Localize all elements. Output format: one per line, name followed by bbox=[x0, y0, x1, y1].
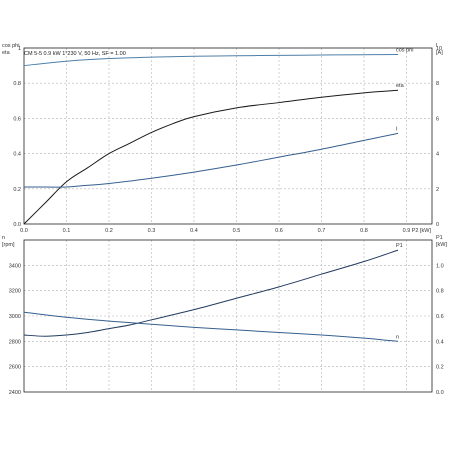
bottom-right-tick-label: 0.2 bbox=[436, 365, 444, 371]
top-x-tick-label: 0.5 bbox=[233, 228, 241, 234]
bottom-plot-frame bbox=[23, 239, 433, 393]
top-left-tick-label: 0.0 bbox=[13, 222, 21, 228]
top-x-tick-label: 0.4 bbox=[190, 228, 198, 234]
top-right-tick-label: 2 bbox=[436, 187, 439, 193]
bottom-left-tick-label: 3400 bbox=[9, 263, 21, 269]
bottom-left-tick-label: 3200 bbox=[9, 289, 21, 295]
top-series-cos-phi-line bbox=[23, 54, 399, 67]
top-x-tick-label: 0.8 bbox=[360, 228, 368, 234]
top-left-tick-label: 0.2 bbox=[13, 187, 21, 193]
bottom-series-n-label: n bbox=[396, 334, 399, 340]
top-series-i-line bbox=[24, 132, 399, 188]
bottom-series-n-line bbox=[23, 311, 399, 342]
bottom-right-tick-label: 0.4 bbox=[436, 339, 444, 345]
bottom-right-tick-label: 0.0 bbox=[436, 390, 444, 396]
bottom-left-axis-label-top: n bbox=[2, 235, 5, 241]
top-right-tick-label: 10 bbox=[436, 46, 442, 52]
top-x-axis-label: P2 [kW] bbox=[412, 228, 432, 234]
top-right-tick-label: 4 bbox=[436, 152, 439, 158]
top-left-tick-label: 0.8 bbox=[13, 81, 21, 87]
top-right-tick-label: 6 bbox=[436, 116, 439, 122]
top-x-tick-label: 0.1 bbox=[63, 228, 71, 234]
bottom-series-p1-label: P1 bbox=[396, 243, 403, 249]
top-x-tick-label: 0.6 bbox=[275, 228, 283, 234]
bottom-left-tick-label: 2600 bbox=[9, 365, 21, 371]
top-right-tick-label: 0 bbox=[436, 222, 439, 228]
bottom-left-axis-label-bottom: [rpm] bbox=[2, 242, 15, 248]
bottom-right-axis-label-top: P1 bbox=[436, 235, 443, 241]
bottom-left-tick-label: 2400 bbox=[9, 390, 21, 396]
top-x-tick-label: 0.3 bbox=[148, 228, 156, 234]
top-right-axis-label-bottom: [A] bbox=[436, 50, 443, 56]
top-right-tick-label: 8 bbox=[436, 81, 439, 87]
top-left-tick-label: 0.4 bbox=[13, 152, 21, 158]
bottom-panel: 2400 2600 2800 3000 3200 3400 0.0 0.2 0.4 0.6 0.8 1… bbox=[2, 235, 447, 396]
top-x-tick-label: 0.0 bbox=[20, 228, 28, 234]
top-x-tick-label: 0.9 bbox=[403, 228, 411, 234]
top-left-axis-label-bottom: eta bbox=[2, 50, 11, 56]
top-x-tick-label: 0.7 bbox=[318, 228, 326, 234]
bottom-series-p1-line bbox=[23, 249, 399, 337]
top-series-eta-label: eta bbox=[396, 83, 405, 89]
top-plot-frame bbox=[23, 47, 433, 225]
top-panel: 0.0 0.1 0.2 0.3 0.4 0.5 0.6 0.7 0.8 0.9 0.0 0.2 0.4 0… bbox=[2, 43, 443, 234]
bottom-right-tick-label: 0.6 bbox=[436, 314, 444, 320]
top-left-tick-label: 1 bbox=[18, 46, 21, 52]
chart-header-title: CM 5-5 0.9 kW 1*230 V, 50 Hz, SF = 1.00 bbox=[24, 51, 126, 57]
top-left-tick-label: 0.6 bbox=[13, 116, 21, 122]
bottom-right-axis-label-bottom: [kW] bbox=[436, 242, 447, 248]
top-x-tick-label: 0.2 bbox=[105, 228, 113, 234]
top-series-i-label: I bbox=[396, 126, 398, 132]
bottom-left-tick-label: 2800 bbox=[9, 339, 21, 345]
top-left-axis-label-top: cos phi bbox=[2, 43, 19, 49]
bottom-right-tick-label: 1.0 bbox=[436, 263, 444, 269]
top-series-eta-line bbox=[23, 89, 399, 225]
bottom-left-tick-label: 3000 bbox=[9, 314, 21, 320]
bottom-right-tick-label: 0.8 bbox=[436, 289, 444, 295]
top-series-cos-phi-label: cos phi bbox=[396, 48, 413, 54]
top-right-axis-label-top: I bbox=[436, 43, 438, 49]
